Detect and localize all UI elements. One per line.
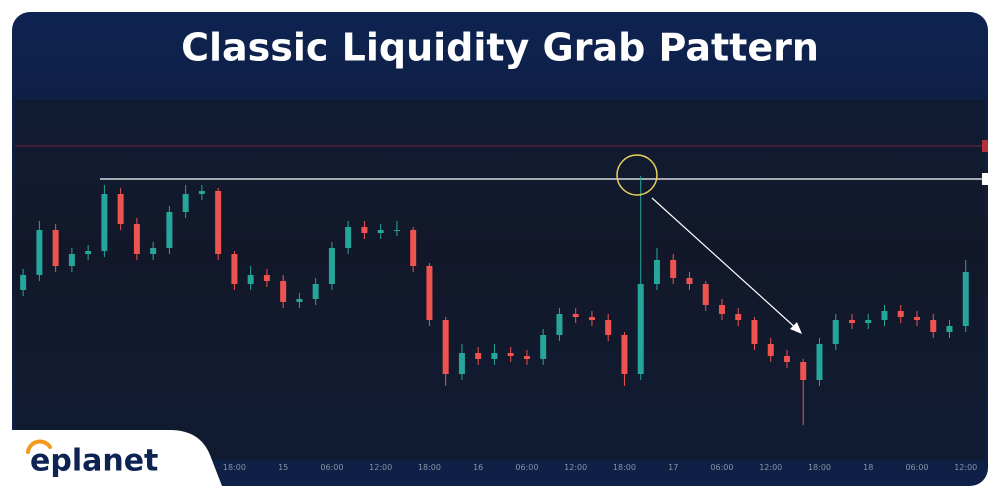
candle-body (686, 278, 693, 284)
candle-body (507, 353, 514, 356)
candle-body (85, 251, 92, 254)
candle-body (702, 284, 709, 305)
candle-body (52, 230, 59, 266)
price-marker (982, 173, 988, 185)
candle-body (361, 227, 368, 233)
candle-body (263, 275, 270, 281)
arrow-line (651, 197, 799, 331)
candle-body (605, 320, 612, 335)
candle-body (816, 344, 823, 380)
candle-body (670, 260, 677, 278)
candle-body (523, 356, 530, 359)
candle-body (442, 320, 449, 374)
chart-title: Classic Liquidity Grab Pattern (181, 26, 819, 70)
x-tick-label: 12:00 (564, 463, 587, 472)
candle-body (881, 311, 888, 320)
logo-panel (0, 430, 222, 486)
x-tick-label: 06:00 (710, 463, 733, 472)
candle-body (751, 320, 758, 344)
candle-body (491, 353, 498, 359)
candle-body (783, 356, 790, 362)
x-tick-label: 17 (668, 463, 678, 472)
candle-body (68, 254, 75, 266)
candle-body (930, 320, 937, 332)
candle-body (393, 230, 400, 231)
candle-body (475, 353, 482, 359)
x-tick-label: 18 (863, 463, 873, 472)
candle-body (328, 248, 335, 284)
x-tick-label: 12:00 (759, 463, 782, 472)
candle-body (556, 314, 563, 335)
candle-body (962, 272, 969, 326)
candle-body (735, 314, 742, 320)
price-marker (982, 140, 988, 152)
candle-body (133, 224, 140, 254)
candle-body (718, 305, 725, 314)
candle-body (946, 326, 953, 332)
candle-body (865, 320, 872, 323)
x-tick-label: 18:00 (223, 463, 246, 472)
candle-body (410, 230, 417, 266)
candle-body (832, 320, 839, 344)
candle-body (913, 317, 920, 320)
candle-body (215, 191, 222, 254)
candle-body (166, 212, 173, 248)
candle-body (36, 230, 43, 275)
candle-body (101, 194, 108, 251)
candle-body (848, 320, 855, 323)
brand-logo: eplanet (30, 444, 158, 479)
candle-body (767, 344, 774, 356)
arrow-head (790, 322, 802, 334)
candle-body (117, 194, 124, 224)
candle-body (312, 284, 319, 299)
candle-body (150, 248, 157, 254)
candle-body (231, 254, 238, 284)
candle-body (377, 230, 384, 233)
plot-area (15, 100, 985, 460)
candle-body (458, 353, 465, 374)
candle-body (426, 266, 433, 320)
candle-body (621, 335, 628, 374)
x-tick-label: 06:00 (320, 463, 343, 472)
candle-body (198, 191, 205, 194)
x-tick-label: 06:00 (515, 463, 538, 472)
candle-body (588, 317, 595, 320)
x-tick-label: 18:00 (808, 463, 831, 472)
candle-body (800, 362, 807, 380)
candle-body (637, 284, 644, 374)
highlight-circle (616, 154, 658, 196)
candle-body (345, 227, 352, 248)
candle-body (897, 311, 904, 317)
x-tick-label: 18:00 (418, 463, 441, 472)
x-tick-label: 12:00 (954, 463, 977, 472)
candle-body (247, 275, 254, 284)
x-tick-label: 18:00 (613, 463, 636, 472)
x-tick-label: 16 (473, 463, 483, 472)
plot: 18:00 15 06:00 12:00 18:00 16 06:00 12:00 18:00 1… (15, 140, 988, 472)
candle-body (653, 260, 660, 284)
x-tick-label: 06:00 (905, 463, 928, 472)
candle-body (296, 299, 303, 302)
x-tick-label: 15 (278, 463, 288, 472)
candle-body (20, 275, 27, 290)
candle-body (280, 281, 287, 302)
candle-body (572, 314, 579, 317)
candle-body (182, 194, 189, 212)
candle-body (540, 335, 547, 359)
x-tick-label: 12:00 (369, 463, 392, 472)
logo-arc (26, 439, 52, 454)
